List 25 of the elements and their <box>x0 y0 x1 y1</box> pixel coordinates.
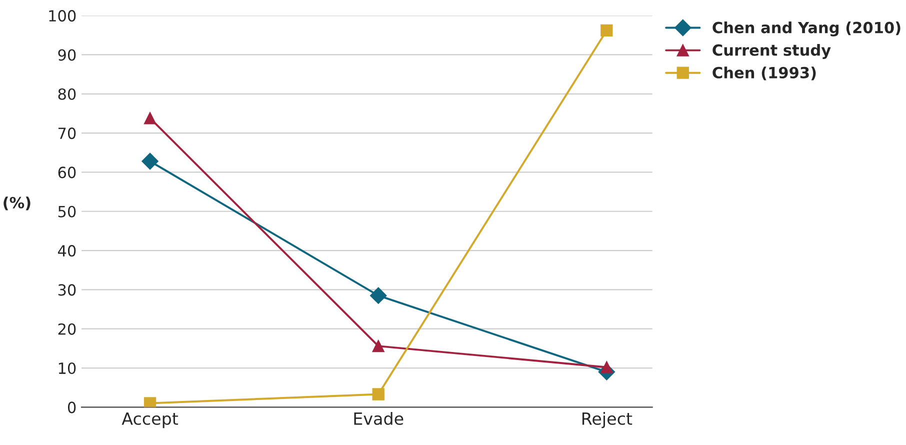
x-tick-label: Evade <box>354 412 404 425</box>
point <box>144 397 156 408</box>
y-tick-label: 0 <box>68 402 76 414</box>
y-tick-label: 70 <box>58 128 76 140</box>
y-tick-label: 80 <box>58 88 76 100</box>
point <box>142 152 158 170</box>
x-tick-label: Accept <box>122 412 178 428</box>
y-tick-label: 50 <box>58 206 76 218</box>
point <box>372 388 384 400</box>
x-tick-label: Reject <box>582 412 632 428</box>
y-tick-label: 10 <box>58 362 76 374</box>
point <box>370 287 387 304</box>
y-tick-label: 60 <box>58 166 76 178</box>
y-tick-label: 90 <box>58 49 76 61</box>
point <box>144 112 156 124</box>
y-tick-label: 20 <box>58 323 76 335</box>
y-tick-label: 100 <box>49 10 76 22</box>
y-tick-label: 40 <box>58 245 76 257</box>
y-tick-label: 30 <box>58 284 76 296</box>
legend-label: Chen and Yang (2010) <box>712 21 900 36</box>
legend-label: Current study <box>712 44 831 59</box>
legend-label: Chen (1993) <box>712 66 816 80</box>
point <box>600 24 613 37</box>
point <box>372 340 384 352</box>
y-axis-title: (%) <box>4 196 30 210</box>
